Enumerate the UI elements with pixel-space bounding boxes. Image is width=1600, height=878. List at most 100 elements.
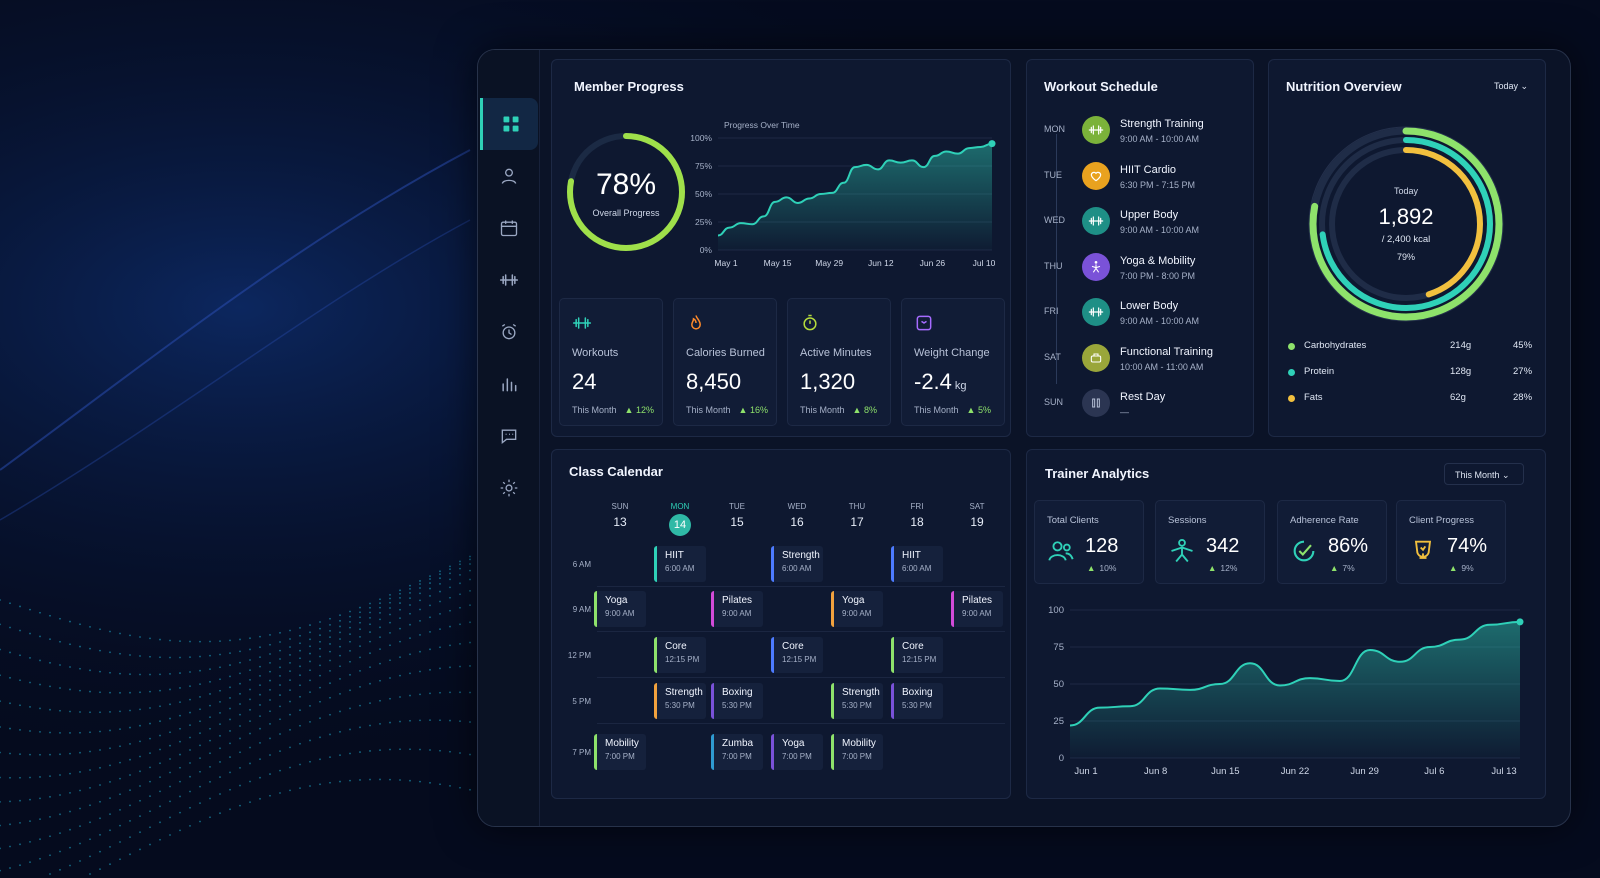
schedule-icon-badge xyxy=(1082,252,1110,281)
stat-period: This Month xyxy=(686,405,731,415)
calendar-event[interactable]: Boxing 5:30 PM xyxy=(711,683,763,719)
legend-name: Fats xyxy=(1304,392,1323,403)
stat-footer: This Month ▲ 16% xyxy=(686,405,768,415)
calendar-event[interactable]: Yoga 7:00 PM xyxy=(771,734,823,770)
dumbbell-icon xyxy=(1088,216,1104,226)
calendar-event[interactable]: Yoga 9:00 AM xyxy=(594,591,646,627)
nutrition-legend-item: Protein 128g 27% xyxy=(1288,366,1538,382)
event-time: 7:00 PM xyxy=(782,752,812,761)
event-name: HIIT xyxy=(902,550,921,561)
workout-schedule-title: Workout Schedule xyxy=(1044,79,1158,94)
stat-label: Calories Burned xyxy=(686,347,765,359)
y-tick-label: 25 xyxy=(1053,716,1064,727)
sidebar-nav-dashboard[interactable] xyxy=(480,98,538,150)
users-icon xyxy=(1048,541,1074,561)
schedule-item[interactable]: MON Strength Training 9:00 AM - 10:00 AM xyxy=(1026,114,1246,158)
analytics-stat-value: 86% xyxy=(1328,535,1369,557)
analytics-stat-label: Client Progress xyxy=(1409,515,1474,526)
event-name: HIIT xyxy=(665,550,684,561)
analytics-stat-change: ▲ 9% xyxy=(1449,563,1474,573)
calendar-event[interactable]: Core 12:15 PM xyxy=(654,637,706,673)
schedule-item[interactable]: THU Yoga & Mobility 7:00 PM - 8:00 PM xyxy=(1026,251,1246,295)
calendar-day-header[interactable]: THU 17 xyxy=(837,502,877,529)
calendar-event[interactable]: Strength 6:00 AM xyxy=(771,546,823,582)
schedule-item[interactable]: TUE HIIT Cardio 6:30 PM - 7:15 PM xyxy=(1026,160,1246,204)
stat-change: ▲ 5% xyxy=(966,405,991,415)
calendar-day-header[interactable]: MON 14 xyxy=(660,502,700,536)
sidebar-nav-alarm[interactable] xyxy=(480,306,538,358)
y-tick-label: 75 xyxy=(1053,642,1064,653)
schedule-day: MON xyxy=(1044,124,1065,134)
dumbbell-icon xyxy=(499,274,519,286)
nutrition-center-pct: 79% xyxy=(1396,252,1415,262)
legend-dot xyxy=(1288,395,1295,402)
analytics-period-label: This Month xyxy=(1455,470,1500,480)
calendar-event[interactable]: Boxing 5:30 PM xyxy=(891,683,943,719)
schedule-day: TUE xyxy=(1044,169,1062,180)
legend-grams: 62g xyxy=(1450,392,1466,403)
stat-footer: This Month ▲ 8% xyxy=(800,405,877,415)
schedule-day: WED xyxy=(1044,215,1065,225)
legend-dot xyxy=(1288,369,1295,376)
heart-icon xyxy=(1090,171,1102,181)
sidebar-nav-gear[interactable] xyxy=(480,462,538,514)
analytics-period-dropdown[interactable]: This Month ⌄ xyxy=(1444,463,1524,485)
event-time: 12:15 PM xyxy=(665,655,700,664)
sidebar-nav-dumbbell[interactable] xyxy=(480,254,538,306)
analytics-change-value: 12% xyxy=(1220,563,1238,573)
y-tick-label: 0% xyxy=(700,245,713,255)
calendar-event[interactable]: Strength 5:30 PM xyxy=(654,683,706,719)
calendar-event[interactable]: HIIT 6:00 AM xyxy=(891,546,943,582)
dumbbell-icon xyxy=(1088,307,1104,317)
stat-value-number: 1,320 xyxy=(800,369,856,394)
stat-label: Active Minutes xyxy=(800,347,872,359)
schedule-icon-badge xyxy=(1082,161,1110,190)
calendar-event[interactable]: Pilates 9:00 AM xyxy=(951,591,1003,627)
analytics-stat-client-progress: Client Progress 74% ▲ 9% xyxy=(1396,500,1506,584)
stat-unit: kg xyxy=(954,380,967,392)
schedule-time: 6:30 PM - 7:15 PM xyxy=(1120,179,1196,190)
calendar-day-header[interactable]: TUE 15 xyxy=(717,502,757,529)
functional-icon xyxy=(1090,352,1102,363)
calendar-event[interactable]: HIIT 6:00 AM xyxy=(654,546,706,582)
analytics-stat-label: Adherence Rate xyxy=(1290,515,1359,526)
calendar-day-header[interactable]: SUN 13 xyxy=(600,502,640,529)
calendar-event[interactable]: Core 12:15 PM xyxy=(771,637,823,673)
schedule-item[interactable]: SAT Functional Training 10:00 AM - 11:00 A… xyxy=(1026,342,1246,386)
calendar-day-header[interactable]: FRI 18 xyxy=(897,502,937,529)
schedule-icon-badge xyxy=(1082,389,1110,417)
sidebar-nav-bar-chart[interactable] xyxy=(480,358,538,410)
calendar-event[interactable]: Core 12:15 PM xyxy=(891,637,943,673)
schedule-item[interactable]: WED Upper Body 9:00 AM - 10:00 AM xyxy=(1026,205,1246,249)
nutrition-period-dropdown[interactable]: Today ⌄ xyxy=(1494,81,1528,92)
event-name: Pilates xyxy=(722,595,753,606)
schedule-item[interactable]: SUN Rest Day — xyxy=(1026,387,1246,431)
analytics-icon-wrap xyxy=(1409,537,1437,565)
series-line xyxy=(1069,620,1521,727)
calendar-day-header[interactable]: SAT 19 xyxy=(957,502,997,529)
overall-progress-value: 78% xyxy=(595,168,657,201)
calendar-day-header[interactable]: WED 16 xyxy=(777,502,817,529)
schedule-item[interactable]: FRI Lower Body 9:00 AM - 10:00 AM xyxy=(1026,296,1246,340)
event-time: 6:00 AM xyxy=(665,564,695,573)
up-arrow-icon: ▲ xyxy=(1330,563,1339,573)
up-arrow-icon: ▲ xyxy=(1208,563,1217,573)
y-tick-label: 75% xyxy=(695,161,712,171)
calendar-event[interactable]: Yoga 9:00 AM xyxy=(831,591,883,627)
stat-value: 8,450 xyxy=(686,369,741,395)
data-point xyxy=(1516,618,1524,626)
sidebar-nav-user[interactable] xyxy=(480,150,538,202)
calendar-event[interactable]: Mobility 7:00 PM xyxy=(831,734,883,770)
calendar-event[interactable]: Zumba 7:00 PM xyxy=(711,734,763,770)
sidebar-nav-calendar[interactable] xyxy=(480,202,538,254)
series-area xyxy=(1070,621,1520,758)
calendar-event[interactable]: Mobility 7:00 PM xyxy=(594,734,646,770)
stat-period: This Month xyxy=(914,405,959,415)
calendar-event[interactable]: Strength 5:30 PM xyxy=(831,683,883,719)
calendar-event[interactable]: Pilates 9:00 AM xyxy=(711,591,763,627)
stat-value: -2.4 kg xyxy=(914,369,967,395)
stat-label: Weight Change xyxy=(914,347,990,359)
calendar-hour-label: 5 PM xyxy=(572,697,591,706)
event-time: 9:00 AM xyxy=(722,609,752,618)
sidebar-nav-chat[interactable] xyxy=(480,410,538,462)
